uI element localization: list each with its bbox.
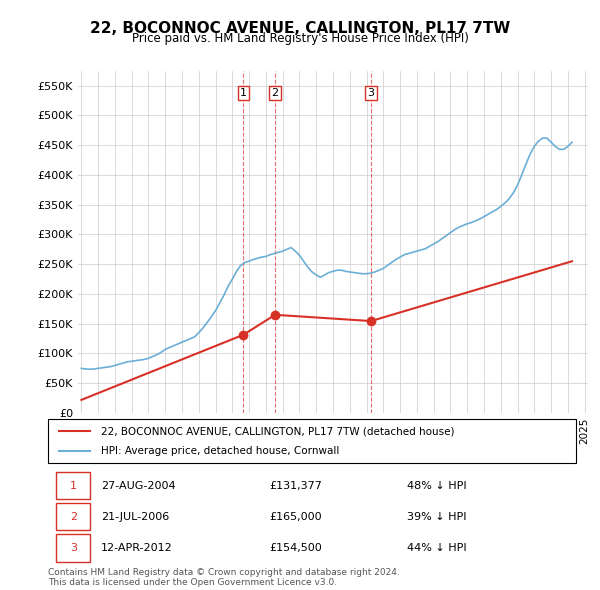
Text: Price paid vs. HM Land Registry's House Price Index (HPI): Price paid vs. HM Land Registry's House … bbox=[131, 32, 469, 45]
Text: 22, BOCONNOC AVENUE, CALLINGTON, PL17 7TW (detached house): 22, BOCONNOC AVENUE, CALLINGTON, PL17 7T… bbox=[101, 427, 454, 436]
Text: 48% ↓ HPI: 48% ↓ HPI bbox=[407, 481, 467, 490]
FancyBboxPatch shape bbox=[48, 419, 576, 463]
Text: 22, BOCONNOC AVENUE, CALLINGTON, PL17 7TW: 22, BOCONNOC AVENUE, CALLINGTON, PL17 7T… bbox=[90, 21, 510, 35]
Text: 21-JUL-2006: 21-JUL-2006 bbox=[101, 512, 169, 522]
Text: 3: 3 bbox=[70, 543, 77, 553]
Text: 27-AUG-2004: 27-AUG-2004 bbox=[101, 481, 175, 490]
Text: HPI: Average price, detached house, Cornwall: HPI: Average price, detached house, Corn… bbox=[101, 446, 339, 455]
Text: Contains HM Land Registry data © Crown copyright and database right 2024.
This d: Contains HM Land Registry data © Crown c… bbox=[48, 568, 400, 587]
Text: £165,000: £165,000 bbox=[270, 512, 322, 522]
Text: 39% ↓ HPI: 39% ↓ HPI bbox=[407, 512, 467, 522]
Text: 12-APR-2012: 12-APR-2012 bbox=[101, 543, 173, 553]
Text: 2: 2 bbox=[70, 512, 77, 522]
Text: £131,377: £131,377 bbox=[270, 481, 323, 490]
FancyBboxPatch shape bbox=[56, 472, 90, 499]
Text: 2: 2 bbox=[272, 88, 278, 98]
Text: 1: 1 bbox=[70, 481, 77, 490]
Text: 3: 3 bbox=[368, 88, 374, 98]
Text: 44% ↓ HPI: 44% ↓ HPI bbox=[407, 543, 467, 553]
FancyBboxPatch shape bbox=[56, 535, 90, 562]
FancyBboxPatch shape bbox=[56, 503, 90, 530]
Text: £154,500: £154,500 bbox=[270, 543, 323, 553]
Text: 1: 1 bbox=[240, 88, 247, 98]
